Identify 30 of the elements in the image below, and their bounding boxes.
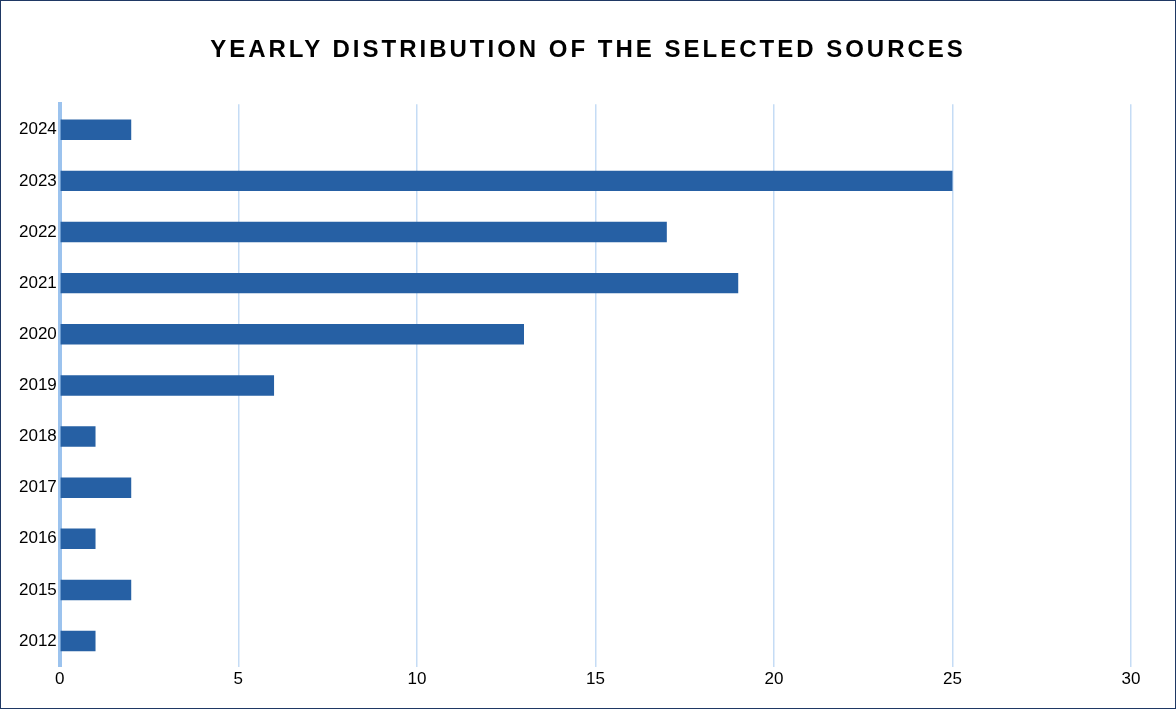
y-tick-label: 2022: [18, 221, 57, 241]
bar: [60, 170, 953, 192]
x-tick-label: 10: [407, 669, 427, 689]
chart-title: YEARLY DISTRIBUTION OF THE SELECTED SOURCES: [209, 35, 967, 63]
bar: [60, 272, 739, 294]
x-tick-label: 20: [764, 669, 784, 689]
bar: [60, 375, 275, 396]
y-tick-label: 2021: [18, 272, 57, 292]
x-tick-label: 30: [1121, 669, 1141, 689]
y-tick-label: 2023: [18, 170, 57, 190]
y-tick-label: 2020: [18, 323, 57, 343]
bar: [60, 630, 96, 652]
bar: [60, 477, 132, 498]
y-tick-label: 2018: [18, 426, 57, 446]
y-tick-label: 2017: [18, 477, 57, 497]
bar: [60, 221, 667, 243]
y-tick-label: 2015: [18, 579, 57, 599]
x-tick-label: 15: [585, 669, 605, 689]
x-tick-label: 25: [943, 669, 962, 689]
bar: [60, 324, 524, 345]
y-tick-label: 2012: [18, 630, 57, 650]
y-tick-label: 2019: [18, 375, 57, 395]
bar: [60, 426, 96, 447]
y-tick-label: 2024: [18, 119, 57, 139]
x-tick-label: 0: [55, 669, 65, 689]
bar: [60, 119, 132, 140]
x-tick-label: 5: [233, 669, 244, 689]
bar: [60, 528, 96, 550]
y-tick-label: 2016: [18, 528, 57, 548]
bar: [60, 579, 132, 601]
